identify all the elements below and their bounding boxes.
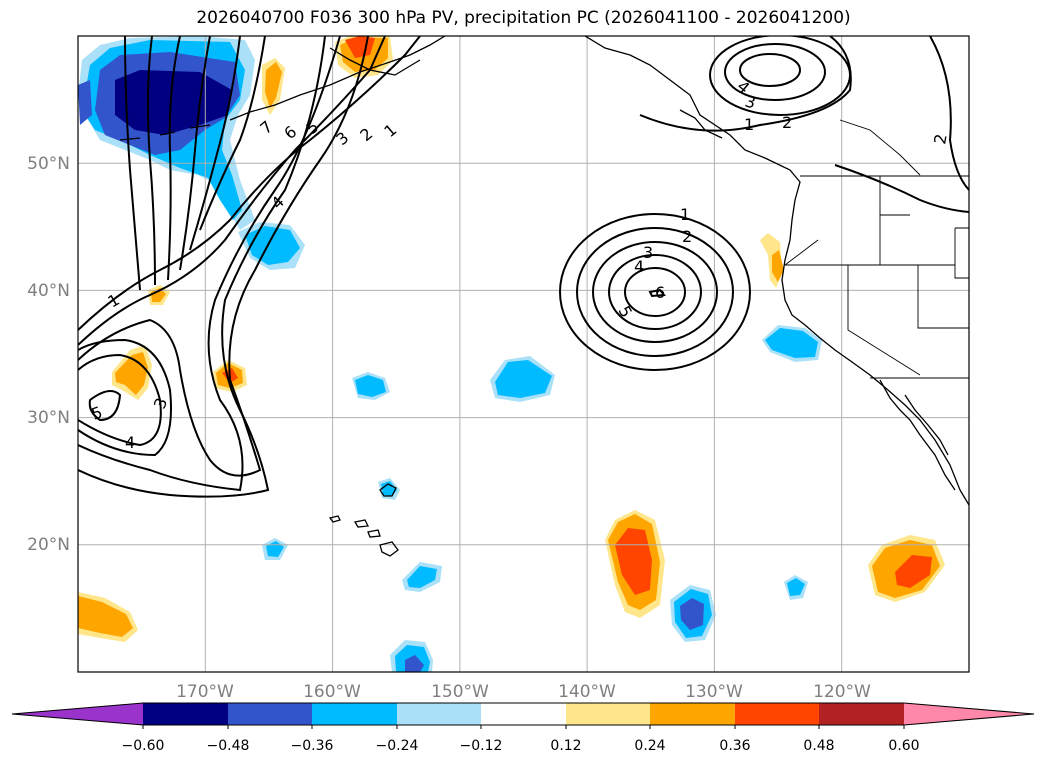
contour-label: 2 xyxy=(682,227,692,246)
lat-label-20n: 20°N xyxy=(27,535,70,555)
lat-label-30n: 30°N xyxy=(27,408,70,428)
contour-label: 3 xyxy=(643,243,653,262)
coastlines xyxy=(119,36,969,557)
colorbar-swatch xyxy=(397,703,481,725)
lon-label-140w: 140°W xyxy=(558,682,616,702)
map-title: 2026040700 F036 300 hPa PV, precipitatio… xyxy=(196,8,851,28)
colorbar-swatch xyxy=(819,703,904,725)
lat-label-40n: 40°N xyxy=(27,281,70,301)
colorbar-ticks xyxy=(142,725,905,729)
contour-label: 1 xyxy=(744,115,754,134)
state-borders xyxy=(784,119,969,379)
colorbar-swatch xyxy=(143,703,228,725)
colorbar-label: −0.36 xyxy=(291,738,334,754)
colorbar-label: −0.12 xyxy=(460,738,503,754)
contour-label: 4 xyxy=(634,257,644,276)
colorbar-swatch xyxy=(566,703,650,725)
lon-label-130w: 130°W xyxy=(685,682,743,702)
pv-contours xyxy=(78,36,969,498)
contour-label: 3 xyxy=(743,92,758,113)
contour-label: 1 xyxy=(680,205,690,224)
colorbar-label: 0.60 xyxy=(888,738,919,754)
colorbar-swatch xyxy=(312,703,397,725)
latitude-labels: 20°N 30°N 40°N 50°N xyxy=(27,154,70,555)
lon-label-120w: 120°W xyxy=(813,682,871,702)
map-frame xyxy=(77,35,970,673)
lon-label-170w: 170°W xyxy=(176,682,234,702)
colorbar-label: −0.48 xyxy=(207,738,250,754)
lon-label-160w: 160°W xyxy=(303,682,361,702)
map-panel: 1 2 3 4 5 6 7 1 2 3 4 5 6 1 3 4 5 4 3 2 xyxy=(77,35,970,673)
colorbar-swatch xyxy=(650,703,735,725)
lat-label-50n: 50°N xyxy=(27,154,70,174)
colorbar-swatch xyxy=(735,703,819,725)
colorbar-label: 0.36 xyxy=(719,738,750,754)
longitude-labels: 170°W 160°W 150°W 140°W 130°W 120°W xyxy=(176,682,871,702)
colorbar-label: −0.24 xyxy=(376,738,419,754)
contour-label: 6 xyxy=(655,283,665,302)
colorbar: −0.60 −0.48 −0.36 −0.24 −0.12 0.12 0.24 … xyxy=(11,702,1035,754)
colorbar-extend-min xyxy=(12,703,143,725)
colorbar-swatch xyxy=(481,703,566,725)
colorbar-label: 0.12 xyxy=(550,738,581,754)
lon-label-150w: 150°W xyxy=(431,682,489,702)
colorbar-label: 0.24 xyxy=(634,738,665,754)
graticule xyxy=(78,36,969,672)
colorbar-swatch xyxy=(228,703,312,725)
colorbar-label: 0.48 xyxy=(803,738,834,754)
colorbar-extend-max xyxy=(904,703,1034,725)
contour-label: 2 xyxy=(930,132,950,145)
contour-label: 4 xyxy=(125,433,135,452)
colorbar-label: −0.60 xyxy=(122,738,165,754)
precip-shading xyxy=(78,36,945,672)
contour-label: 2 xyxy=(782,113,792,132)
